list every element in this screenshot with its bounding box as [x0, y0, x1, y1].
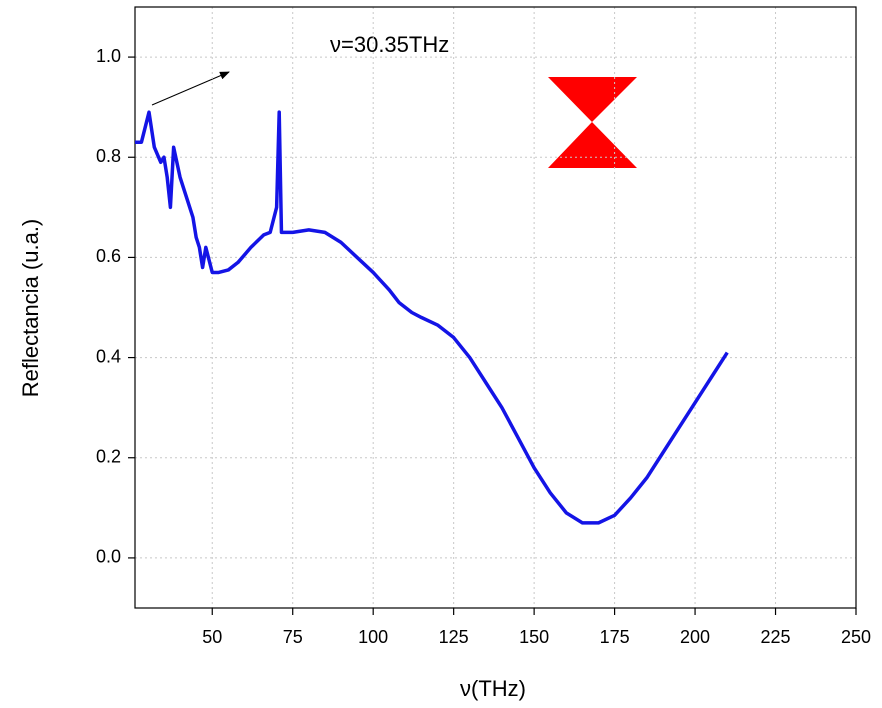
x-tick-label: 75: [283, 627, 303, 647]
icon: [548, 77, 637, 122]
y-tick-label: 0.4: [96, 346, 121, 366]
y-tick-label: 0.0: [96, 547, 121, 567]
x-tick-label: 175: [600, 627, 630, 647]
x-tick-label: 250: [841, 627, 871, 647]
y-tick-label: 0.2: [96, 447, 121, 467]
data-line: [135, 110, 729, 525]
y-tick-label: 0.6: [96, 246, 121, 266]
x-tick-label: 50: [202, 627, 222, 647]
x-tick-label: 150: [519, 627, 549, 647]
plot-frame: [134, 6, 857, 609]
x-tick-label: 200: [680, 627, 710, 647]
y-tick-label: 1.0: [96, 46, 121, 66]
x-tick-label: 225: [761, 627, 791, 647]
x-axis-label: ν(THz): [460, 676, 526, 701]
x-tick-label: 100: [358, 627, 388, 647]
y-tick-label: 0.8: [96, 146, 121, 166]
annotation: ν=30.35THz: [330, 32, 449, 57]
icon: [548, 122, 637, 168]
x-tick-label: 125: [439, 627, 469, 647]
annotation-arrow: [151, 71, 230, 106]
y-axis-label: Reflectancia (u.a.): [18, 219, 43, 398]
